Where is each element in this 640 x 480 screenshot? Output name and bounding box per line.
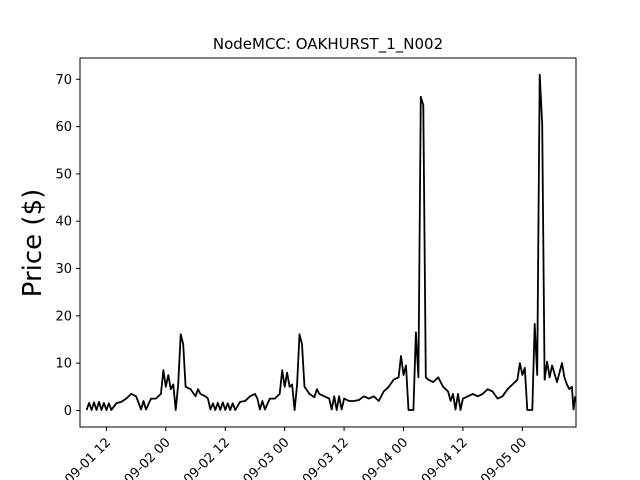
y-tick-label: 70 [55,73,72,88]
y-tick-label: 10 [55,357,72,372]
x-tick-label: 09-03 12 [300,435,352,480]
y-tick-label: 40 [55,215,72,230]
x-tick-label: 09-02 12 [181,435,233,480]
x-tick-label: 09-02 00 [122,435,174,480]
y-tick-label: 60 [55,120,72,135]
y-tick-label: 0 [64,404,72,419]
x-tick-label: 09-03 00 [241,435,293,480]
plot-frame [79,57,577,428]
price-series-line [85,73,577,411]
x-axis-ticks: 09-01 12 09-02 00 09-02 12 09-03 00 09-03 12… [62,427,530,480]
y-tick-label: 30 [55,262,72,277]
y-tick-label: 50 [55,167,72,182]
series-layer [85,73,577,411]
y-tick-label: 20 [55,309,72,324]
x-tick-label: 09-04 00 [359,435,411,480]
y-axis-label: Price ($) [18,189,48,298]
x-tick-label: 09-05 00 [478,435,530,480]
x-tick-label: 09-01 12 [62,435,114,480]
y-axis-ticks: 0 10 20 30 40 50 60 70 [55,73,80,419]
chart-title: NodeMCC: OAKHURST_1_N002 [213,35,443,54]
x-tick-label: 09-04 12 [419,435,471,480]
